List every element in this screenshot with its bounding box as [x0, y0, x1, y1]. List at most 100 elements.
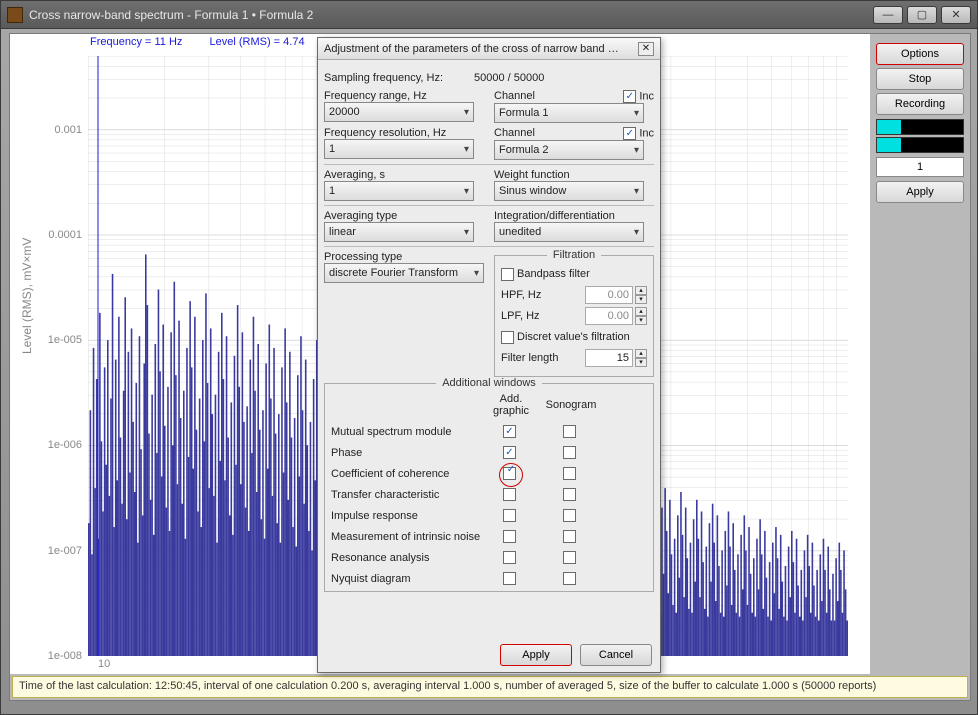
aw-graphic-checkbox[interactable] — [503, 509, 516, 522]
aw-graphic-checkbox[interactable] — [503, 425, 516, 438]
y-tick: 1e-007 — [32, 545, 82, 557]
lpf-field[interactable]: 0.00 — [585, 307, 633, 325]
proc-type-select[interactable]: discrete Fourier Transform — [324, 263, 484, 283]
y-axis-ticks: 0.0010.00011e-0051e-0061e-0071e-008 — [32, 56, 86, 656]
side-apply-button[interactable]: Apply — [876, 181, 964, 203]
averaging-label: Averaging, s — [324, 169, 484, 181]
aw-row-label: Measurement of intrinsic noise — [331, 531, 481, 543]
averaging-value: 1 — [329, 185, 335, 197]
dialog-titlebar[interactable]: Adjustment of the parameters of the cros… — [318, 38, 660, 60]
intdiff-value: unedited — [499, 226, 541, 238]
aw-header-graphic: Add. graphic — [481, 393, 541, 417]
aw-sonogram-checkbox[interactable] — [563, 488, 576, 501]
filter-len-label: Filter length — [501, 352, 585, 364]
inc-2-label: Inc — [639, 127, 654, 139]
maximize-button[interactable]: ▢ — [907, 6, 937, 24]
filter-len-spinner[interactable]: ▴▾ — [635, 349, 647, 367]
avg-type-value: linear — [329, 226, 356, 238]
y-tick: 1e-005 — [32, 334, 82, 346]
freq-res-label: Frequency resolution, Hz — [324, 127, 484, 139]
sampling-label: Sampling frequency, Hz: — [324, 72, 474, 84]
aw-sonogram-checkbox[interactable] — [563, 530, 576, 543]
aw-graphic-checkbox[interactable] — [503, 467, 516, 480]
filter-len-field[interactable]: 15 — [585, 349, 633, 367]
aw-graphic-checkbox[interactable] — [503, 488, 516, 501]
titlebar[interactable]: Cross narrow-band spectrum - Formula 1 •… — [1, 1, 977, 29]
dialog-body: Sampling frequency, Hz: 50000 / 50000 Fr… — [318, 60, 660, 596]
hpf-label: HPF, Hz — [501, 289, 585, 301]
side-panel: Options Stop Recording 1 Apply — [874, 40, 966, 206]
aw-sonogram-checkbox[interactable] — [563, 572, 576, 585]
status-bar: Time of the last calculation: 12:50:45, … — [12, 676, 968, 698]
lpf-spinner[interactable]: ▴▾ — [635, 307, 647, 325]
discrete-checkbox[interactable] — [501, 331, 514, 344]
bandpass-checkbox[interactable] — [501, 268, 514, 281]
bandpass-label: Bandpass filter — [517, 268, 590, 280]
averaging-select[interactable]: 1 — [324, 181, 474, 201]
aw-row-label: Transfer characteristic — [331, 489, 481, 501]
aw-sonogram-checkbox[interactable] — [563, 425, 576, 438]
aw-header-sonogram: Sonogram — [541, 399, 601, 411]
dialog-close-icon[interactable]: ✕ — [638, 42, 654, 56]
filtration-legend: Filtration — [547, 249, 601, 261]
weight-select[interactable]: Sinus window — [494, 181, 644, 201]
aw-graphic-checkbox[interactable] — [503, 551, 516, 564]
channel-2-label: Channel — [494, 127, 535, 139]
y-tick: 1e-008 — [32, 650, 82, 662]
aw-legend: Additional windows — [436, 377, 542, 389]
dialog-apply-button[interactable]: Apply — [500, 644, 572, 666]
channel-2-swatch[interactable] — [876, 137, 964, 153]
freq-range-select[interactable]: 20000 — [324, 102, 474, 122]
filtration-fieldset: Filtration Bandpass filter HPF, Hz0.00▴▾… — [494, 255, 654, 377]
channel-1-select[interactable]: Formula 1 — [494, 103, 644, 123]
aw-row-label: Coefficient of coherence — [331, 468, 481, 480]
weight-value: Sinus window — [499, 185, 566, 197]
freq-range-value: 20000 — [329, 106, 360, 118]
channel-1-value: Formula 1 — [499, 107, 549, 119]
aw-sonogram-checkbox[interactable] — [563, 446, 576, 459]
parameters-dialog: Adjustment of the parameters of the cros… — [317, 37, 661, 673]
y-tick: 0.001 — [32, 124, 82, 136]
dialog-title: Adjustment of the parameters of the cros… — [324, 43, 619, 55]
close-button[interactable]: ✕ — [941, 6, 971, 24]
aw-graphic-checkbox[interactable] — [503, 530, 516, 543]
freq-range-label: Frequency range, Hz — [324, 90, 484, 102]
channel-2-select[interactable]: Formula 2 — [494, 140, 644, 160]
additional-windows-fieldset: Additional windows Add. graphicSonogramM… — [324, 383, 654, 592]
dialog-cancel-button[interactable]: Cancel — [580, 644, 652, 666]
inc-2-checkbox[interactable] — [623, 127, 636, 140]
channel-2-value: Formula 2 — [499, 144, 549, 156]
stop-button[interactable]: Stop — [876, 68, 964, 90]
aw-sonogram-checkbox[interactable] — [563, 467, 576, 480]
discrete-label: Discret value's filtration — [517, 331, 630, 343]
channel-1-swatch[interactable] — [876, 119, 964, 135]
minimize-button[interactable]: — — [873, 6, 903, 24]
aw-graphic-checkbox[interactable] — [503, 572, 516, 585]
aw-row-label: Mutual spectrum module — [331, 426, 481, 438]
channel-1-label: Channel — [494, 90, 535, 102]
sampling-value: 50000 / 50000 — [474, 72, 654, 84]
inc-1-checkbox[interactable] — [623, 90, 636, 103]
aw-sonogram-checkbox[interactable] — [563, 551, 576, 564]
window-title: Cross narrow-band spectrum - Formula 1 •… — [29, 8, 313, 22]
inc-1-label: Inc — [639, 90, 654, 102]
intdiff-select[interactable]: unedited — [494, 222, 644, 242]
options-button[interactable]: Options — [876, 43, 964, 65]
hpf-field[interactable]: 0.00 — [585, 286, 633, 304]
aw-graphic-checkbox[interactable] — [503, 446, 516, 459]
frequency-readout: Frequency = 11 Hz — [90, 36, 182, 48]
aw-sonogram-checkbox[interactable] — [563, 509, 576, 522]
chart-readouts: Frequency = 11 Hz Level (RMS) = 4.74 — [90, 36, 329, 48]
hpf-spinner[interactable]: ▴▾ — [635, 286, 647, 304]
aw-row-label: Phase — [331, 447, 481, 459]
channel-swatches — [876, 119, 964, 153]
freq-res-select[interactable]: 1 — [324, 139, 474, 159]
aw-row-label: Impulse response — [331, 510, 481, 522]
freq-res-value: 1 — [329, 143, 335, 155]
count-field[interactable]: 1 — [876, 157, 964, 177]
avg-type-label: Averaging type — [324, 210, 484, 222]
avg-type-select[interactable]: linear — [324, 222, 474, 242]
recording-button[interactable]: Recording — [876, 93, 964, 115]
y-tick: 0.0001 — [32, 229, 82, 241]
x-tick: 10 — [98, 658, 110, 670]
